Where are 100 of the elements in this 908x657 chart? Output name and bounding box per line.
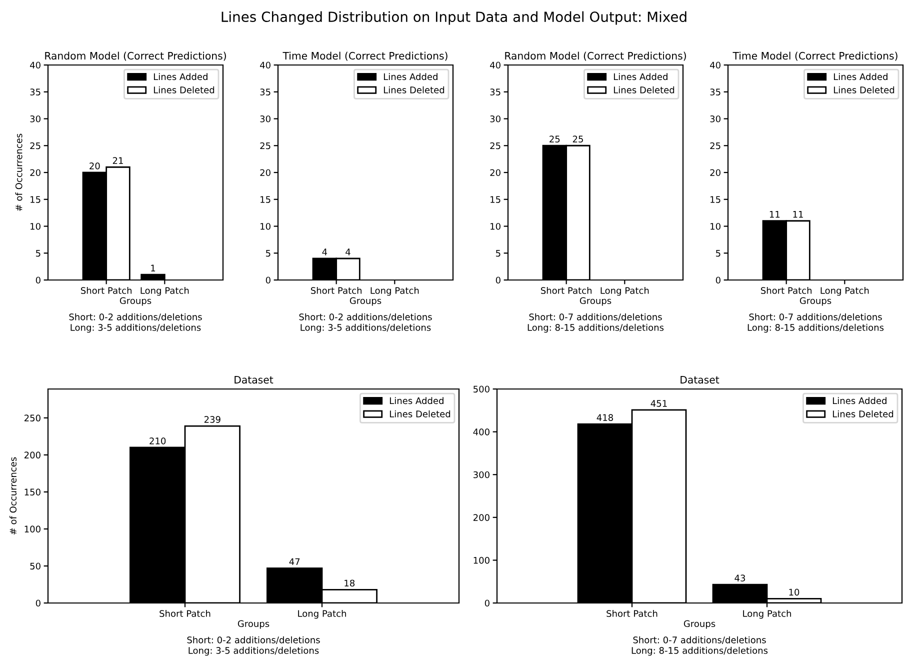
legend-label: Lines Added <box>834 73 888 80</box>
y-tick-label: 10 <box>710 222 720 230</box>
y-tick-label: 40 <box>710 62 720 69</box>
legend-label: Lines Deleted <box>390 410 450 418</box>
x-tick-label: Short Patch <box>540 286 592 294</box>
data-label: 20 <box>90 162 100 170</box>
data-label: 43 <box>734 574 746 582</box>
y-tick-label: 5 <box>716 250 720 257</box>
data-label: 4 <box>322 248 328 256</box>
y-tick-label: 25 <box>30 142 40 150</box>
y-tick-label: 30 <box>710 115 720 122</box>
y-tick-label: 400 <box>473 428 490 436</box>
y-tick-label: 10 <box>30 222 40 230</box>
y-tick-label: 500 <box>474 386 490 393</box>
text: Short: 0-7 additions/deletions <box>529 313 662 322</box>
x-tick-label: Short Patch <box>606 610 658 617</box>
data-label: 21 <box>112 157 123 164</box>
y-tick-label: 20 <box>260 169 270 176</box>
x-axis-title: Groups <box>120 297 152 306</box>
legend-label: Lines Deleted <box>384 86 444 94</box>
y-tick-label: 100 <box>474 556 490 564</box>
data-label: 210 <box>150 438 166 444</box>
y-tick-label: 35 <box>260 88 270 96</box>
y-tick-label: 0 <box>716 276 720 284</box>
data-label: 11 <box>793 211 803 218</box>
text: Short: 0-2 additions/deletions <box>69 313 202 322</box>
y-tick-label: 25 <box>490 142 500 150</box>
text: Long: 8-15 additions/deletions <box>748 324 884 333</box>
legend-label: Lines Deleted <box>832 410 894 418</box>
x-axis-title: Groups <box>350 297 382 306</box>
legend-label: Lines Deleted <box>154 86 214 94</box>
legend-label: Lines Deleted <box>614 86 674 94</box>
y-tick-label: 250 <box>24 414 40 422</box>
x-tick-label: Short Patch <box>160 610 210 617</box>
text: Long: 3-5 additions/deletions <box>70 324 201 333</box>
data-label: 4 <box>346 248 350 256</box>
y-tick-label: 40 <box>30 62 40 69</box>
y-tick-label: 20 <box>30 169 40 176</box>
x-axis-title: Groups <box>800 297 832 306</box>
y-tick-label: 50 <box>30 562 40 570</box>
data-label: 47 <box>289 558 300 565</box>
y-tick-label: 5 <box>496 250 500 257</box>
x-axis-title: Groups <box>238 620 270 629</box>
chart-title: Dataset <box>234 376 274 384</box>
x-tick-label: Long Patch <box>600 286 649 296</box>
x-tick-label: Long Patch <box>820 286 869 296</box>
y-tick-label: 0 <box>484 600 490 607</box>
y-tick-label: 0 <box>496 276 500 284</box>
data-label: 1 <box>151 264 156 272</box>
legend-label: Lines Added <box>832 397 886 404</box>
chart-title: Dataset <box>680 376 720 384</box>
y-tick-label: 35 <box>710 88 720 96</box>
y-tick-label: 10 <box>490 222 500 230</box>
y-tick-label: 15 <box>710 196 720 203</box>
y-tick-label: 15 <box>490 196 500 203</box>
text: Long: 3-5 additions/deletions <box>188 646 319 656</box>
data-label: 25 <box>550 136 560 142</box>
data-label: 18 <box>344 580 355 587</box>
y-axis-title: # of Occurrences <box>15 134 22 211</box>
y-tick-label: 40 <box>490 62 500 69</box>
chart-title: Random Model (Correct Predictions) <box>45 52 226 61</box>
y-tick-label: 30 <box>30 115 40 122</box>
chart-title: Time Model (Correct Predictions) <box>282 52 448 61</box>
x-tick-label: Short Patch <box>760 286 812 294</box>
x-tick-label: Long Patch <box>298 610 346 619</box>
text: Long: 8-15 additions/deletions <box>632 646 768 656</box>
text: Long: 8-15 additions/deletions <box>528 324 664 333</box>
y-tick-label: 30 <box>260 115 270 122</box>
x-tick-label: Long Patch <box>370 286 419 296</box>
y-tick-label: 0 <box>36 276 40 284</box>
chart-title: Random Model (Correct Predictions) <box>505 52 686 61</box>
y-tick-label: 5 <box>36 250 40 257</box>
y-tick-label: 0 <box>266 276 270 284</box>
x-tick-label: Long Patch <box>743 610 791 619</box>
x-axis-title: Groups <box>684 620 716 629</box>
text: Short: 0-2 additions/deletions <box>299 313 432 322</box>
data-label: 239 <box>204 416 220 423</box>
text: Short: 0-7 additions/deletions <box>633 636 766 644</box>
legend-label: Lines Added <box>614 73 668 80</box>
y-tick-label: 150 <box>24 488 40 496</box>
legend-label: Lines Added <box>390 397 444 404</box>
legend-label: Lines Added <box>384 73 438 80</box>
y-tick-label: 35 <box>30 88 40 96</box>
text: Long: 3-5 additions/deletions <box>300 324 431 333</box>
data-label: 418 <box>596 414 613 421</box>
legend-label: Lines Deleted <box>834 86 894 94</box>
y-tick-label: 25 <box>710 142 720 150</box>
y-tick-label: 20 <box>490 169 500 176</box>
y-tick-label: 35 <box>490 88 500 96</box>
y-tick-label: 100 <box>24 526 40 533</box>
y-tick-label: 300 <box>474 471 490 478</box>
y-tick-label: 20 <box>710 169 720 176</box>
y-tick-label: 25 <box>260 142 270 150</box>
y-tick-label: 5 <box>266 250 270 257</box>
y-tick-label: 200 <box>473 514 490 521</box>
data-label: 11 <box>770 211 780 218</box>
chart-title: Time Model (Correct Predictions) <box>732 52 898 61</box>
x-tick-label: Short Patch <box>80 286 132 294</box>
y-tick-label: 0 <box>36 600 40 607</box>
data-label: 451 <box>650 400 667 407</box>
